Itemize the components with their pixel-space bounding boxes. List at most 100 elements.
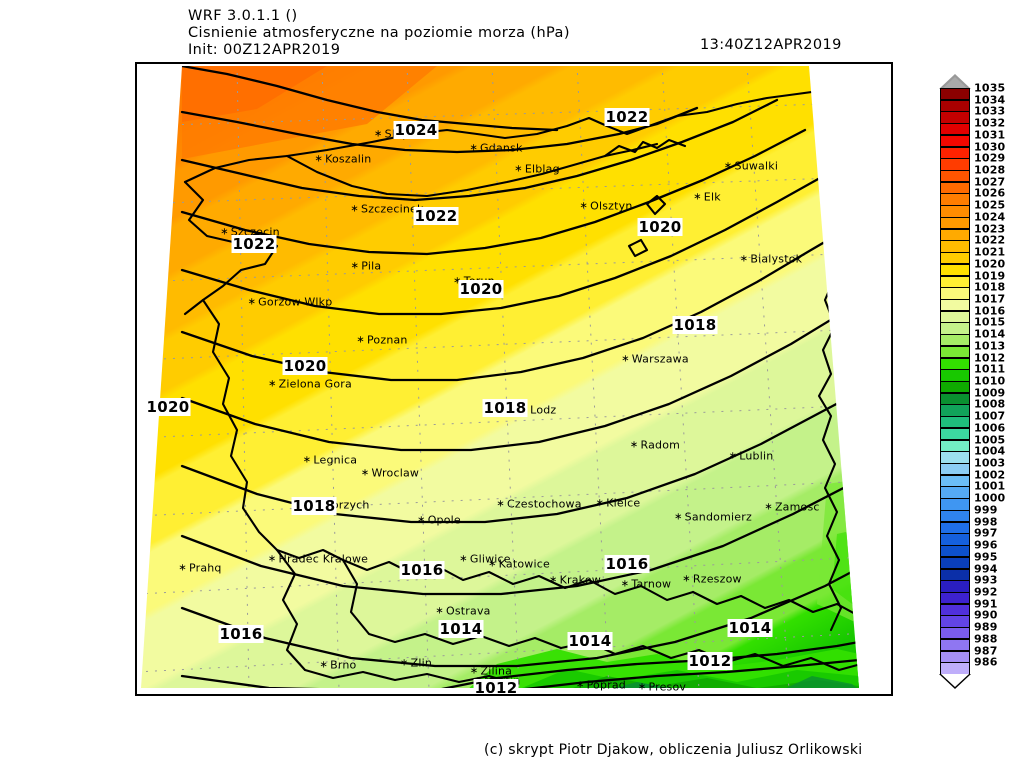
city-marker-icon: ∗ (302, 454, 312, 466)
city-label: ∗ Zamosc (764, 501, 819, 514)
city-marker-icon: ∗ (350, 203, 360, 215)
city-label: ∗ Poznan (356, 334, 407, 347)
colorbar-swatch (940, 545, 970, 558)
isobar-value-label: 1018 (291, 497, 337, 515)
isobar-value-label: 1022 (413, 207, 459, 225)
city-marker-icon: ∗ (319, 659, 329, 671)
city-name: Presov (648, 680, 687, 694)
colorbar-swatch (940, 275, 970, 288)
colorbar[interactable]: 1035 1034 1033 1032 1031 1030 1029 1028 1027 1026… (940, 82, 1005, 675)
city-label: ∗ Lublin (729, 450, 774, 463)
city-label: ∗ Suwalki (724, 160, 778, 173)
colorbar-swatch (940, 650, 970, 663)
colorbar-tick-label: 1032 (974, 116, 1006, 130)
colorbar-tick-label: 1013 (974, 339, 1006, 353)
city-label: ∗Trencin (416, 696, 467, 697)
colorbar-swatch (940, 357, 970, 370)
colorbar-swatch (940, 334, 970, 347)
city-label: ∗ Elblag (514, 163, 560, 176)
city-label: ∗ Krakow (549, 574, 601, 587)
city-marker-icon: ∗ (629, 439, 639, 451)
city-marker-icon: ∗ (764, 501, 773, 513)
colorbar-swatch (940, 345, 970, 359)
credit-line: (c) skrypt Piotr Djakow, obliczenia Juli… (484, 742, 863, 758)
colorbar-tick-label: 1023 (974, 222, 1006, 236)
colorbar-swatch (940, 568, 970, 581)
colorbar-tick-label: 993 (974, 573, 998, 587)
colorbar-swatch (940, 146, 970, 159)
colorbar-bottom-arrow-inner (941, 674, 969, 687)
city-name: Zielona Gora (278, 377, 352, 391)
colorbar-swatch (940, 627, 970, 640)
colorbar-tick-label: 1029 (974, 151, 1006, 165)
colorbar-tick-label: 1024 (974, 210, 1006, 224)
city-name: Warszawa (631, 352, 689, 366)
colorbar-swatch (940, 463, 970, 476)
city-name: Opole (427, 513, 461, 527)
colorbar-swatch (940, 158, 970, 171)
city-marker-icon: ∗ (739, 253, 749, 265)
colorbar-swatch (940, 381, 970, 394)
city-name: Brno (330, 658, 357, 672)
isobar-value-label: 1014 (438, 620, 484, 638)
colorbar-swatch (940, 205, 970, 218)
city-marker-icon: ∗ (682, 573, 691, 585)
city-label: ∗ Hradec Kralowe (268, 553, 368, 566)
colorbar-tick-label: 1012 (974, 351, 1006, 365)
colorbar-swatch (940, 638, 970, 652)
city-name: Pila (361, 259, 382, 273)
city-label: ∗ Koszalin (315, 153, 372, 166)
field-description: Cisnienie atmosferyczne na poziomie morz… (188, 25, 570, 41)
colorbar-tick-label: 996 (974, 538, 998, 552)
city-label: ∗ Szczecinek (350, 203, 423, 216)
city-marker-icon: ∗ (693, 191, 702, 203)
colorbar-swatch (940, 263, 970, 277)
colorbar-swatch (940, 322, 970, 335)
city-label: ∗ Zlin (400, 657, 432, 670)
colorbar-tick-label: 1004 (974, 444, 1006, 458)
city-label: ∗ Gorzow Wlkp (248, 296, 333, 309)
colorbar-tick-label: 1025 (974, 198, 1006, 212)
city-name: Gorzow Wlkp (258, 295, 333, 309)
header-text-block: WRF 3.0.1.1 () Cisnienie atmosferyczne n… (188, 8, 570, 59)
valid-time: 13:40Z12APR2019 (700, 37, 842, 53)
colorbar-tick-label: 1015 (974, 315, 1006, 329)
colorbar-swatch (940, 603, 970, 616)
city-marker-icon: ∗ (595, 497, 605, 509)
isobar-value-label: 1020 (145, 398, 191, 416)
colorbar-swatch (940, 392, 970, 406)
colorbar-tick-label: 989 (974, 620, 998, 634)
city-label: ∗ Gliwice (459, 553, 511, 566)
city-name: Zlin (410, 656, 433, 670)
colorbar-swatch (940, 591, 970, 605)
colorbar-swatch (940, 498, 970, 511)
colorbar-swatch (940, 170, 970, 183)
city-marker-icon: ∗ (314, 153, 324, 165)
city-marker-icon: ∗ (496, 498, 505, 510)
isobar-contours (180, 66, 859, 688)
colorbar-tick-label: 1001 (974, 479, 1006, 493)
colorbar-tick-label: 991 (974, 597, 998, 611)
city-marker-icon: ∗ (674, 511, 683, 523)
isobar-value-label: 1022 (231, 235, 277, 253)
city-name: Legnica (313, 453, 358, 467)
colorbar-tick-label: 998 (974, 515, 998, 529)
colorbar-swatch (940, 369, 970, 382)
isobar-value-label: 1012 (473, 679, 519, 696)
colorbar-swatch (940, 99, 970, 113)
city-marker-icon: ∗ (723, 160, 733, 172)
city-name: Zilina (480, 664, 513, 678)
city-marker-icon: ∗ (360, 467, 370, 479)
map-frame: ∗Slupsk∗Koszalin∗Gdansk∗Elblag∗Suwalki∗S… (135, 62, 893, 696)
city-name: Rzeszow (692, 572, 742, 586)
isobar-value-label: 1020 (637, 218, 683, 236)
isobar-value-label: 1012 (687, 652, 733, 670)
city-name: Koszalin (325, 152, 372, 166)
city-marker-icon: ∗ (247, 296, 257, 308)
colorbar-tick-label: 1009 (974, 386, 1006, 400)
city-marker-icon: ∗ (399, 657, 409, 669)
colorbar-tick-label: 1035 (974, 81, 1006, 95)
city-marker-icon: ∗ (178, 562, 187, 574)
colorbar-tick-label: 997 (974, 526, 998, 540)
city-label: ∗ Legnica (303, 454, 358, 467)
